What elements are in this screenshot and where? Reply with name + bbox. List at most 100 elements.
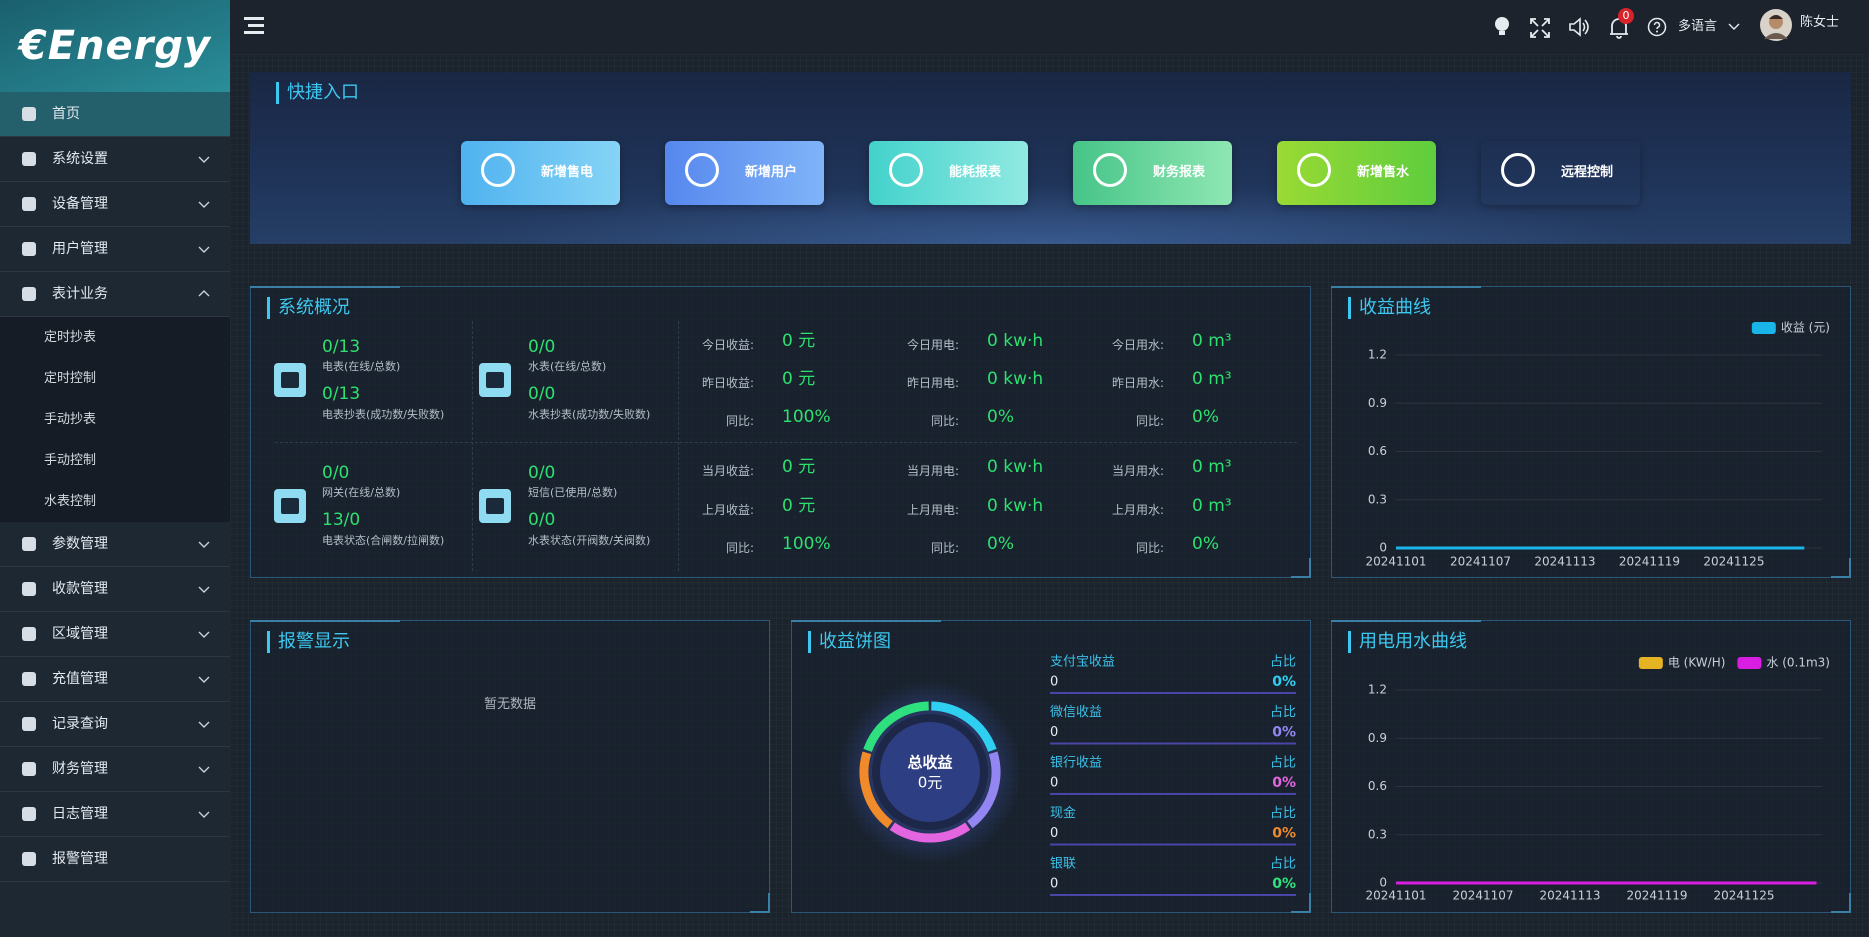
stat-number: 0 [1192,457,1203,477]
quick-icon [1297,153,1331,187]
meter-value: 0/13 [322,384,361,404]
quick-button[interactable]: 新增售电 [461,141,620,205]
stat-unit: kw·h [1003,496,1044,516]
stat-unit: 元 [798,369,816,389]
stat-value: 100% [782,407,831,427]
menu-item[interactable]: 财务管理 [0,747,230,792]
empty-message: 暂无数据 [483,697,536,712]
menu-label: 用户管理 [52,241,108,257]
menu-item[interactable]: 日志管理 [0,792,230,837]
quick-icon [481,153,515,187]
user-name[interactable]: 陈女士 [1800,15,1840,30]
menu-item[interactable]: 表计业务 [0,272,230,317]
sound-icon[interactable] [1568,17,1590,37]
menu-item[interactable]: 首页 [0,92,230,137]
section-title: 收益曲线 [1348,297,1431,319]
chevron [198,721,210,728]
stat-label: 昨日用电: [906,376,959,390]
stat-number: 0 [1192,369,1203,389]
quick-label: 财务报表 [1153,165,1206,180]
stat-label: 昨日用水: [1111,376,1164,390]
meter-label: 网关(在线/总数) [322,486,401,499]
menu-item[interactable]: 收款管理 [0,567,230,612]
menu-label: 充值管理 [52,671,108,687]
meter-value: 13/0 [322,510,361,530]
stat-number: 0% [987,407,1014,427]
quick-label: 新增售水 [1357,165,1410,180]
stat-label: 今日用水: [1111,338,1164,352]
menu-toggle[interactable] [244,16,266,36]
quick-button[interactable]: 新增用户 [665,141,824,205]
meter-icon [479,489,511,523]
menu-label: 日志管理 [52,806,108,822]
stat-unit: kw·h [1003,331,1044,351]
menu-item[interactable]: 充值管理 [0,657,230,702]
chevron [198,766,210,773]
menu-item[interactable]: 区域管理 [0,612,230,657]
submenu-item[interactable]: 定时抄表 [44,330,97,345]
avatar[interactable] [1760,9,1792,41]
stat-label: 同比: [930,414,959,428]
meter-value: 0/13 [322,337,361,357]
theme-icon[interactable] [1492,16,1512,38]
logo: €Energy [0,0,230,92]
meter-value: 0/0 [528,510,556,530]
stat-value: 0 m³ [1192,331,1232,351]
language-selector[interactable]: 多语言 [1678,19,1718,34]
stat-number: 0% [1192,534,1219,554]
submenu-item[interactable]: 手动控制 [44,453,97,468]
menu-label: 收款管理 [52,581,108,597]
menu-item[interactable]: 记录查询 [0,702,230,747]
quick-label: 远程控制 [1561,165,1614,180]
stat-value: 0 元 [782,496,815,516]
stat-value: 0% [1192,407,1219,427]
menu-item[interactable]: 设备管理 [0,182,230,227]
revenue-pie-panel: 收益饼图 [791,620,1311,913]
stat-label: 同比: [1135,414,1164,428]
stat-unit: m³ [1208,331,1232,351]
submenu-item[interactable]: 水表控制 [44,494,97,509]
stat-label: 同比: [930,541,959,555]
stat-unit: 元 [798,331,816,351]
stat-value: 100% [782,534,831,554]
stat-unit: m³ [1208,496,1232,516]
menu-label: 记录查询 [52,716,108,732]
meter-value: 0/0 [528,337,556,357]
quick-icon [1501,153,1535,187]
menu-item[interactable]: 系统设置 [0,137,230,182]
menu-item[interactable]: 用户管理 [0,227,230,272]
quick-entry: 快捷入口 新增售电 新增用户 能耗报表 财务报表 新增售水 远程控制 [250,72,1851,244]
quick-button[interactable]: 能耗报表 [869,141,1028,205]
stat-value: 0 元 [782,331,815,351]
quick-button[interactable]: 远程控制 [1481,141,1640,205]
chevron [198,156,210,163]
stat-number: 0 [782,369,793,389]
help-icon[interactable] [1647,17,1667,37]
language-caret [1728,23,1740,30]
quick-label: 新增用户 [745,165,798,180]
stat-unit: kw·h [1003,457,1044,477]
menu-item[interactable]: 参数管理 [0,522,230,567]
meter-label: 水表(在线/总数) [528,360,607,373]
quick-label: 新增售电 [541,165,594,180]
stat-unit: 元 [798,496,816,516]
meter-label: 电表状态(合闸数/拉闸数) [322,534,445,547]
meter-label: 水表抄表(成功数/失败数) [528,408,651,421]
fullscreen-icon[interactable] [1530,18,1550,38]
menu-icon [22,807,36,821]
stat-number: 0 [987,457,998,477]
stat-value: 0% [987,407,1014,427]
meter-value: 0/0 [528,463,556,483]
submenu-item[interactable]: 手动抄表 [44,412,97,427]
chevron [198,811,210,818]
quick-button[interactable]: 财务报表 [1073,141,1232,205]
stat-label: 当月收益: [701,464,754,478]
quick-icon [685,153,719,187]
submenu-item[interactable]: 定时控制 [44,371,97,386]
stat-label: 同比: [1135,541,1164,555]
quick-icon [889,153,923,187]
stat-number: 0% [987,534,1014,554]
section-title: 报警显示 [267,631,350,653]
menu-item[interactable]: 报警管理 [0,837,230,882]
quick-button[interactable]: 新增售水 [1277,141,1436,205]
